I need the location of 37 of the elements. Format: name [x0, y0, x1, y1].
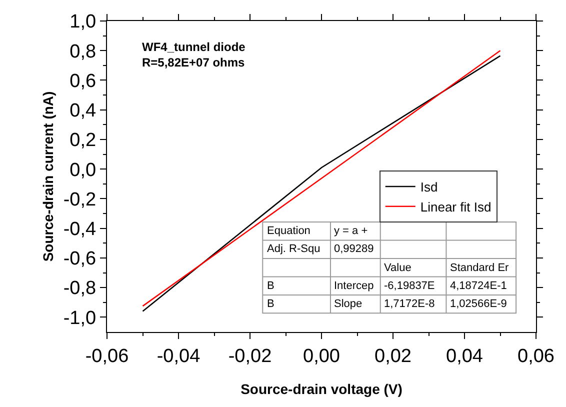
annotation: B [267, 280, 274, 292]
annotation: 1,02566E-9 [450, 298, 507, 310]
x-tick-label: 0,06 [518, 346, 554, 367]
annotation: B [267, 298, 274, 310]
annotation: Slope [334, 298, 362, 310]
y-tick-label: 0,2 [70, 130, 96, 152]
y-tick-label: -1,0 [63, 308, 96, 329]
annotation: Equation [267, 225, 310, 237]
legend-label: Isd [420, 180, 438, 195]
x-tick-label: 0,02 [374, 346, 412, 367]
y-tick-label: -0,8 [63, 278, 96, 300]
annotation: Standard Er [450, 262, 510, 274]
annotation: -6,19837E [384, 280, 435, 292]
legend-label: Linear fit Isd [420, 199, 492, 214]
y-tick-label: 1,0 [70, 12, 96, 33]
x-tick-label: -0,02 [228, 346, 272, 367]
y-tick-label: 0,0 [70, 160, 96, 181]
x-tick-label: -0,04 [156, 346, 201, 367]
annotation: 0,99289 [334, 243, 374, 255]
x-axis-title: Source-drain voltage (V) [240, 381, 402, 398]
annotation: Intercep [334, 280, 374, 292]
annotation: 4,18724E-1 [450, 280, 507, 292]
x-tick-label: 0,04 [446, 346, 484, 367]
annotation: 1,7172E-8 [384, 298, 435, 310]
y-tick-label: 0,4 [70, 100, 97, 122]
annotation: y = a + [334, 225, 368, 237]
x-tick-label: -0,06 [85, 346, 129, 367]
annotation: Value [384, 262, 412, 274]
y-tick-label: 0,6 [70, 70, 96, 92]
y-tick-label: 0,8 [70, 41, 96, 62]
y-tick-label: -0,2 [63, 189, 96, 210]
annotation: Adj. R-Squ [267, 243, 320, 255]
y-axis-title: Source-drain current (nA) [40, 91, 56, 262]
annotation: WF4_tunnel diode R=5,82E+07 ohms [142, 40, 246, 70]
y-tick-label: -0,4 [63, 218, 97, 240]
x-tick-label: 0,00 [303, 346, 340, 367]
y-tick-label: -0,6 [63, 248, 96, 270]
